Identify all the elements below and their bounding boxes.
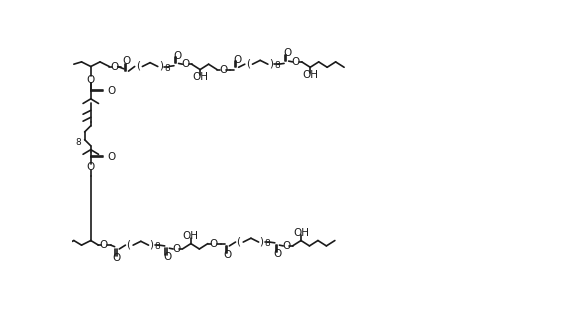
- Text: ): ): [260, 236, 264, 246]
- Text: OH: OH: [293, 228, 309, 238]
- Text: O: O: [100, 240, 108, 250]
- Text: O: O: [219, 65, 227, 75]
- Text: 8: 8: [164, 64, 170, 73]
- Text: (: (: [126, 239, 130, 249]
- Text: O: O: [163, 252, 171, 262]
- Text: O: O: [181, 59, 189, 69]
- Text: ): ): [159, 61, 163, 71]
- Text: O: O: [111, 61, 119, 72]
- Text: O: O: [87, 75, 95, 85]
- Text: O: O: [291, 57, 300, 67]
- Text: (: (: [236, 236, 240, 246]
- Text: O: O: [173, 51, 181, 61]
- Text: ): ): [269, 58, 273, 69]
- Text: (: (: [246, 58, 250, 69]
- Text: OH: OH: [192, 72, 208, 82]
- Text: O: O: [113, 253, 121, 263]
- Text: O: O: [87, 162, 95, 172]
- Text: O: O: [273, 249, 281, 259]
- Text: (: (: [136, 61, 139, 71]
- Text: O: O: [123, 56, 131, 66]
- Text: 8: 8: [265, 239, 270, 248]
- Text: O: O: [282, 241, 290, 251]
- Text: O: O: [107, 86, 115, 96]
- Text: O: O: [223, 250, 231, 260]
- Text: OH: OH: [183, 231, 199, 241]
- Text: O: O: [107, 152, 115, 162]
- Text: ): ): [150, 239, 154, 249]
- Text: O: O: [283, 48, 291, 58]
- Text: O: O: [172, 244, 180, 254]
- Text: O: O: [233, 54, 241, 65]
- Text: OH: OH: [302, 70, 318, 80]
- Text: 8: 8: [274, 61, 280, 70]
- Text: O: O: [210, 239, 218, 249]
- Text: 8: 8: [155, 242, 160, 251]
- Text: 8: 8: [76, 138, 82, 147]
